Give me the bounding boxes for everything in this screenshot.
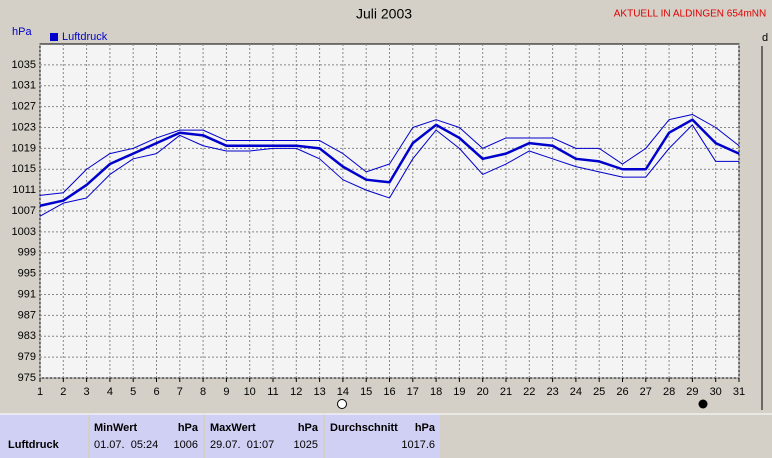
y-tick-label: 983 xyxy=(18,330,36,342)
y-tick-label: 1023 xyxy=(12,121,36,133)
table-header: MinWert xyxy=(94,422,138,434)
x-tick-label: 16 xyxy=(383,386,395,398)
x-tick-label: 26 xyxy=(616,386,628,398)
table-header: MaxWert xyxy=(210,422,256,434)
x-tick-label: 17 xyxy=(407,386,419,398)
x-tick-label: 9 xyxy=(223,386,229,398)
x-tick-label: 23 xyxy=(546,386,558,398)
y-tick-label: 1019 xyxy=(12,142,36,154)
x-tick-label: 3 xyxy=(84,386,90,398)
x-tick-label: 4 xyxy=(107,386,113,398)
y-tick-label: 999 xyxy=(18,247,36,259)
y-tick-label: 1031 xyxy=(12,80,36,92)
cell-text: 1025 xyxy=(294,439,318,451)
x-tick-label: 18 xyxy=(430,386,442,398)
x-tick-label: 31 xyxy=(733,386,745,398)
y-tick-label: 991 xyxy=(18,288,36,300)
y-tick-label: 995 xyxy=(18,268,36,280)
line-series xyxy=(39,124,739,217)
cell xyxy=(205,414,323,458)
x-tick-label: 14 xyxy=(337,386,349,398)
cell-text: 1017.6 xyxy=(401,439,435,451)
x-tick-label: 10 xyxy=(244,386,256,398)
y-tick-label: 1027 xyxy=(12,101,36,113)
x-tick-label: 21 xyxy=(500,386,512,398)
x-tick-label: 6 xyxy=(153,386,159,398)
chart-title: Juli 2003 xyxy=(356,6,412,22)
y-tick-label: 987 xyxy=(18,309,36,321)
x-tick-label: 28 xyxy=(663,386,675,398)
legend-label: Luftdruck xyxy=(62,31,108,43)
y-tick-label: 1003 xyxy=(12,226,36,238)
x-tick-label: 19 xyxy=(453,386,465,398)
table-header: hPa xyxy=(415,422,436,434)
cell-text: 01.07. 05:24 xyxy=(94,439,158,451)
x-tick-label: 8 xyxy=(200,386,206,398)
x-tick-label: 24 xyxy=(570,386,582,398)
y-tick-label: 979 xyxy=(18,351,36,363)
x-tick-label: 29 xyxy=(686,386,698,398)
y-axis-label: hPa xyxy=(12,26,32,38)
x-tick-label: 27 xyxy=(640,386,652,398)
x-tick-label: 22 xyxy=(523,386,535,398)
line-series xyxy=(39,113,740,196)
table-header: hPa xyxy=(298,422,319,434)
x-tick-label: 11 xyxy=(267,386,278,398)
table-header: Durchschnitt xyxy=(330,422,398,434)
moon-icon xyxy=(337,399,347,409)
line-series xyxy=(39,118,740,208)
cell-text: 1006 xyxy=(174,439,198,451)
x-tick-label: 7 xyxy=(177,386,183,398)
y-tick-label: 1011 xyxy=(12,184,36,196)
right-label: d xyxy=(762,32,768,44)
row-label: Luftdruck xyxy=(8,439,60,451)
x-tick-label: 2 xyxy=(60,386,66,398)
table-header: hPa xyxy=(178,422,199,434)
y-tick-label: 1035 xyxy=(12,59,36,71)
x-tick-label: 20 xyxy=(477,386,489,398)
cell xyxy=(0,414,88,458)
x-tick-label: 25 xyxy=(593,386,605,398)
x-tick-label: 5 xyxy=(130,386,136,398)
x-tick-label: 13 xyxy=(313,386,325,398)
cell-text: 29.07. 01:07 xyxy=(210,439,274,451)
x-tick-label: 1 xyxy=(37,386,43,398)
stats-table: MinWert hPa MaxWert hPa Durchschnitt hPa… xyxy=(0,413,772,458)
status: AKTUELL IN ALDINGEN 654mNN xyxy=(614,9,766,20)
moon-icon xyxy=(698,399,708,409)
cell xyxy=(90,414,203,458)
legend-swatch xyxy=(50,33,58,41)
x-tick-label: 30 xyxy=(710,386,722,398)
y-tick-label: 1015 xyxy=(12,163,36,175)
cell xyxy=(325,414,440,458)
x-tick-label: 15 xyxy=(360,386,372,398)
x-tick-label: 12 xyxy=(290,386,302,398)
y-tick-label: 975 xyxy=(18,372,36,384)
y-tick-label: 1007 xyxy=(12,205,36,217)
